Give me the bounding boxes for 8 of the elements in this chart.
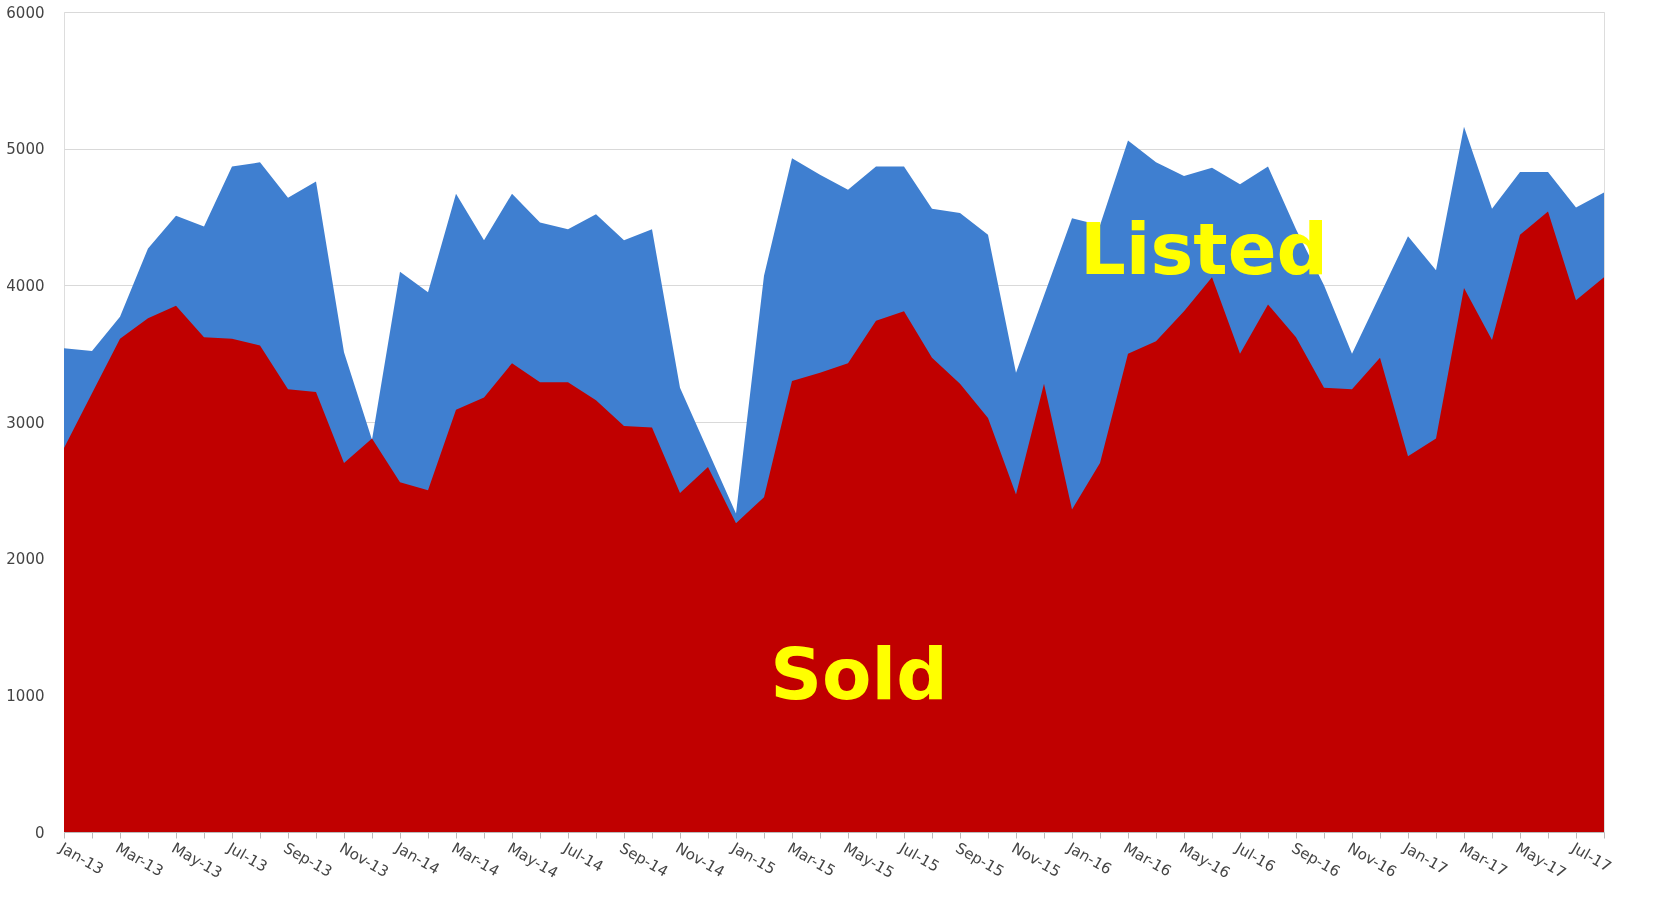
y-tick-label: 3000 xyxy=(6,413,45,432)
y-tick-label: 4000 xyxy=(6,276,45,295)
y-tick-label: 6000 xyxy=(6,3,45,22)
y-tick-label: 2000 xyxy=(6,550,45,569)
y-tick-label: 5000 xyxy=(6,140,45,159)
series-label: Sold xyxy=(770,632,948,716)
y-tick-label: 0 xyxy=(34,823,45,842)
y-tick-label: 1000 xyxy=(6,686,45,705)
